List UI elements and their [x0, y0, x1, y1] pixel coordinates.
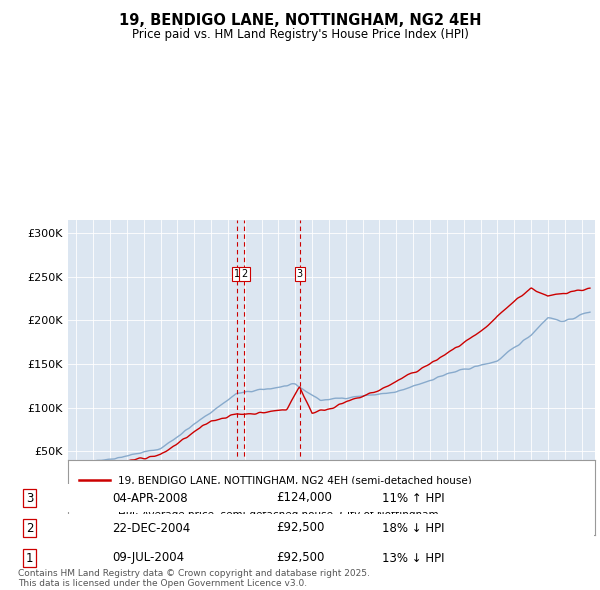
- Text: 18% ↓ HPI: 18% ↓ HPI: [382, 522, 445, 535]
- Text: 11% ↑ HPI: 11% ↑ HPI: [382, 491, 445, 504]
- Text: 19, BENDIGO LANE, NOTTINGHAM, NG2 4EH (semi-detached house): 19, BENDIGO LANE, NOTTINGHAM, NG2 4EH (s…: [118, 476, 472, 485]
- Text: 19, BENDIGO LANE, NOTTINGHAM, NG2 4EH: 19, BENDIGO LANE, NOTTINGHAM, NG2 4EH: [119, 13, 481, 28]
- Text: £124,000: £124,000: [277, 491, 332, 504]
- Text: 04-APR-2008: 04-APR-2008: [112, 491, 187, 504]
- Text: HPI: Average price, semi-detached house, City of Nottingham: HPI: Average price, semi-detached house,…: [118, 510, 439, 520]
- Text: Price paid vs. HM Land Registry's House Price Index (HPI): Price paid vs. HM Land Registry's House …: [131, 28, 469, 41]
- Text: 1: 1: [233, 269, 240, 279]
- Text: 2: 2: [241, 269, 248, 279]
- Text: £92,500: £92,500: [277, 522, 325, 535]
- Text: 3: 3: [26, 491, 33, 504]
- Text: 2: 2: [26, 522, 33, 535]
- Text: £92,500: £92,500: [277, 552, 325, 565]
- Text: 1: 1: [26, 552, 33, 565]
- Text: 22-DEC-2004: 22-DEC-2004: [112, 522, 190, 535]
- Text: 13% ↓ HPI: 13% ↓ HPI: [382, 552, 445, 565]
- Text: Contains HM Land Registry data © Crown copyright and database right 2025.
This d: Contains HM Land Registry data © Crown c…: [18, 569, 370, 588]
- Text: 3: 3: [296, 269, 303, 279]
- Text: 09-JUL-2004: 09-JUL-2004: [112, 552, 184, 565]
